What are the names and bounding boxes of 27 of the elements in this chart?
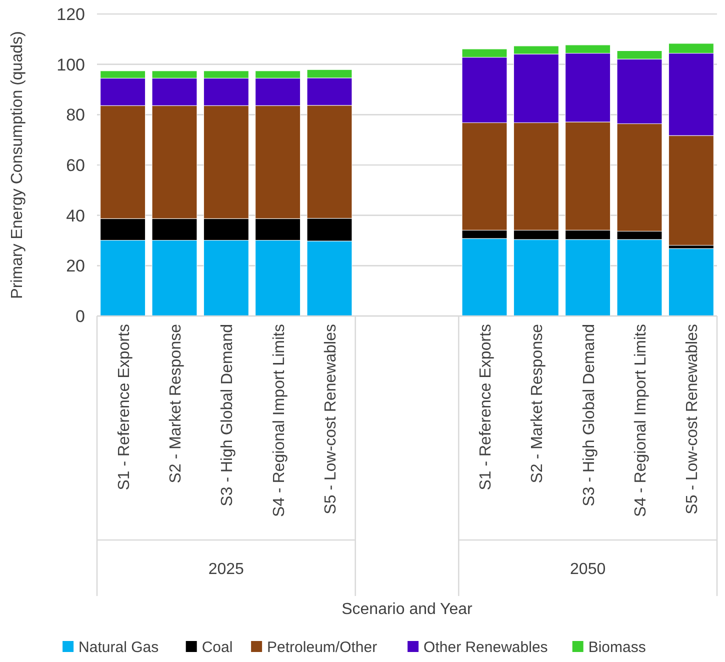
legend-label: Coal [202, 639, 233, 656]
y-tick-label: 80 [66, 106, 85, 125]
legend-label: Natural Gas [78, 639, 159, 656]
x-tick-label: S2 - Market Response [168, 324, 184, 484]
y-tick-label: 0 [76, 306, 85, 326]
legend-label: Petroleum/Other [267, 639, 378, 656]
x-tick-label: S3 - High Global Demand [219, 324, 236, 506]
x-tick-label: S1 - Reference Exports [116, 324, 133, 490]
x-tick-label: S1 - Reference Exports [478, 324, 494, 490]
x-tick-label: S3 - High Global Demand [580, 324, 598, 506]
x-tick-label: S4 - Regional Import Limits [270, 324, 288, 517]
text: Scenario and Year [342, 601, 474, 618]
text: 2025 [208, 561, 244, 578]
x-tick-label: S2 - Market Response [529, 324, 546, 484]
y-tick-label: 60 [66, 156, 85, 175]
x-tick-label: S4 - Regional Import Limits [632, 324, 650, 517]
legend-label: Biomass [588, 639, 646, 656]
x-tick-label: S5 - Low-cost Renewables [684, 324, 702, 514]
y-axis-title: Primary Energy Consumption (quads) [9, 31, 26, 299]
legend-label: Other Renewables [424, 639, 548, 656]
text: 2050 [570, 561, 606, 578]
y-tick-label: 40 [66, 206, 85, 226]
y-tick-label: 20 [66, 256, 85, 276]
y-tick-label: 100 [56, 55, 85, 74]
y-tick-label: 120 [56, 4, 85, 24]
bar [668, 248, 714, 316]
x-tick-label: S5 - Low-cost Renewables [322, 324, 340, 514]
